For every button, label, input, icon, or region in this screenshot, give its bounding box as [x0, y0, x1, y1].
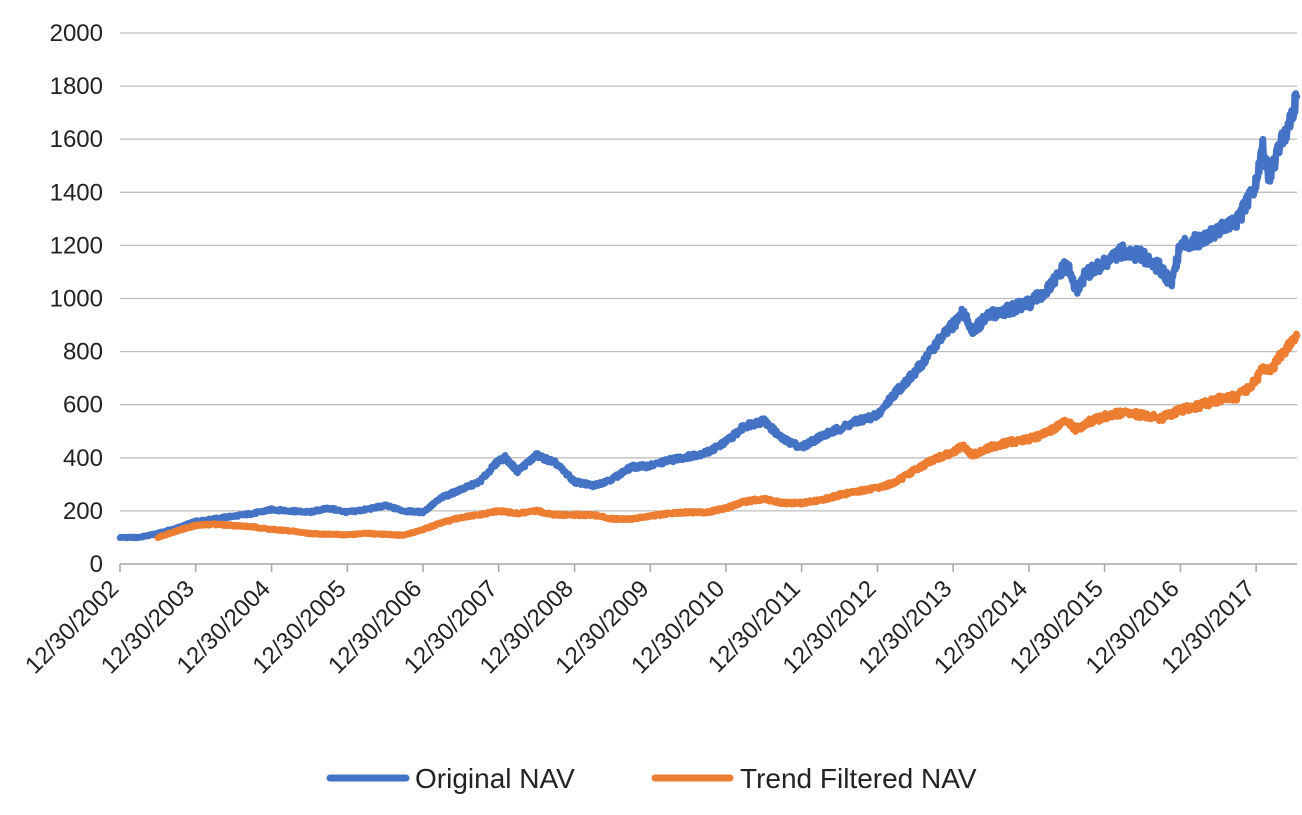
series-line-original-nav	[116, 90, 1301, 542]
grid-lines	[120, 32, 1297, 512]
y-tick-label: 1000	[50, 286, 103, 313]
y-tick-label: 200	[63, 498, 103, 525]
y-tick-label: 400	[63, 445, 103, 472]
legend: Original NAV Trend Filtered NAV	[326, 763, 977, 794]
y-tick-label: 800	[63, 339, 103, 366]
series-line-trend-filtered-nav	[154, 330, 1301, 542]
y-tick-label: 1400	[50, 179, 103, 206]
y-tick-label: 600	[63, 392, 103, 419]
y-tick-label: 1600	[50, 126, 103, 153]
legend-label: Trend Filtered NAV	[740, 763, 977, 794]
legend-label: Original NAV	[415, 763, 575, 794]
y-tick-label: 1800	[50, 73, 103, 100]
y-tick-label: 0	[90, 551, 103, 578]
y-tick-label: 1200	[50, 232, 103, 259]
y-tick-label: 2000	[50, 20, 103, 47]
series-lines	[116, 90, 1301, 542]
x-axis: 12/30/200212/30/200312/30/200412/30/2005…	[20, 563, 1297, 679]
y-axis: 0 200 400 600 800 1000 1200 1400 1600 1800 2000	[50, 20, 103, 578]
